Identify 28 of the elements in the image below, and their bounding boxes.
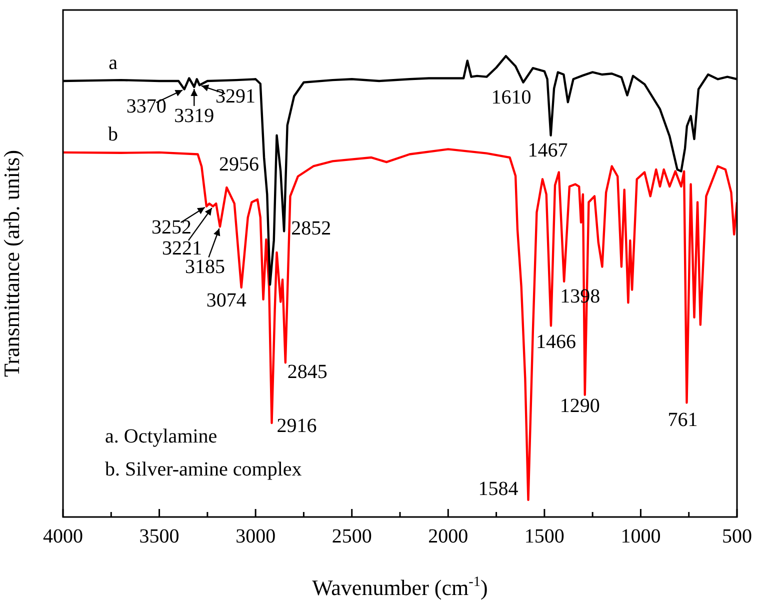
annotation: 3074 bbox=[206, 290, 246, 312]
x-tick-label: 1000 bbox=[620, 525, 661, 548]
annotation: 2916 bbox=[276, 415, 317, 438]
annotation: 1466 bbox=[536, 330, 576, 353]
annotation: 2956 bbox=[219, 154, 260, 176]
annotation: 3370 bbox=[126, 96, 166, 118]
x-tick-label: 500 bbox=[722, 525, 752, 548]
annotation: 1584 bbox=[478, 478, 518, 500]
annotation: 3291 bbox=[216, 85, 256, 108]
series-label: b bbox=[108, 123, 118, 146]
x-tick-label: 3500 bbox=[139, 525, 180, 548]
annotation: 761 bbox=[668, 408, 698, 431]
annotation: 1610 bbox=[491, 86, 532, 109]
x-tick-label: 3000 bbox=[236, 525, 276, 548]
annotation: 3319 bbox=[174, 105, 214, 128]
annotation: 1290 bbox=[560, 395, 600, 418]
x-tick-label: 4000 bbox=[43, 525, 83, 548]
x-tick-label: 1500 bbox=[524, 525, 564, 548]
annotation: 3252 bbox=[151, 216, 192, 239]
annotation: 1467 bbox=[528, 140, 568, 162]
annotation: a. Octylamine bbox=[105, 425, 218, 448]
annotation: 2845 bbox=[287, 360, 328, 383]
x-tick-label: 2000 bbox=[428, 525, 468, 548]
series-label: a bbox=[108, 52, 118, 74]
annotation: 2852 bbox=[291, 217, 332, 240]
x-tick-label: 2500 bbox=[332, 525, 372, 548]
y-axis-title: Transmittance (arb. units) bbox=[0, 150, 24, 378]
annotation: b. Silver-amine complex bbox=[105, 458, 302, 480]
